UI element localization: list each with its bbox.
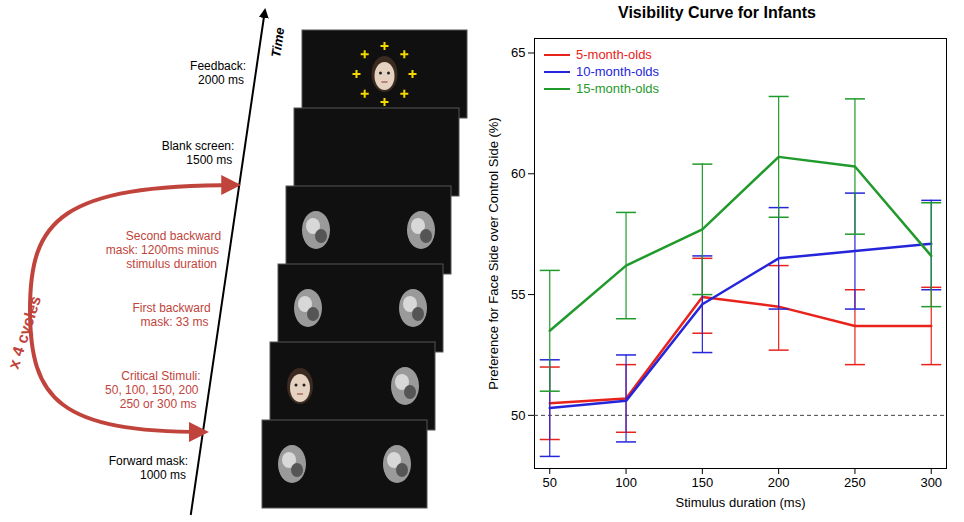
svg-text:Time: Time bbox=[268, 26, 287, 58]
html-text:15-month-olds: 15-month-olds bbox=[576, 81, 660, 96]
svg-text:2000 ms: 2000 ms bbox=[198, 73, 244, 87]
svg-text:1500 ms: 1500 ms bbox=[186, 153, 232, 167]
svg-text:50: 50 bbox=[543, 475, 557, 490]
svg-text:1000 ms: 1000 ms bbox=[140, 468, 186, 482]
html-text:Visibility Curve for Infants: Visibility Curve for Infants bbox=[618, 4, 816, 21]
svg-text:200: 200 bbox=[768, 475, 790, 490]
svg-text:Forward mask:: Forward mask: bbox=[109, 454, 188, 468]
svg-text:Second backward: Second backward bbox=[126, 229, 221, 243]
svg-text:300: 300 bbox=[920, 475, 942, 490]
svg-text:250 or 300 ms: 250 or 300 ms bbox=[120, 397, 197, 411]
svg-text:Critical Stimuli:: Critical Stimuli: bbox=[121, 369, 200, 383]
svg-text:60: 60 bbox=[511, 166, 525, 181]
svg-text:150: 150 bbox=[692, 475, 714, 490]
svg-text:50: 50 bbox=[511, 408, 525, 423]
svg-text:stimulus duration: stimulus duration bbox=[126, 257, 217, 271]
svg-text:50, 100, 150, 200: 50, 100, 150, 200 bbox=[105, 383, 199, 397]
svg-text:Preference for Face Side over: Preference for Face Side over Control Si… bbox=[486, 117, 501, 389]
svg-text:x 4 cycles: x 4 cycles bbox=[5, 294, 45, 371]
svg-text:250: 250 bbox=[844, 475, 866, 490]
svg-text:Feedback:: Feedback: bbox=[190, 59, 246, 73]
html-text:5-month-olds: 5-month-olds bbox=[576, 47, 652, 62]
html-text:10-month-olds: 10-month-olds bbox=[576, 64, 660, 79]
svg-text:mask: 1200ms minus: mask: 1200ms minus bbox=[106, 243, 219, 257]
svg-text:65: 65 bbox=[511, 45, 525, 60]
svg-text:Blank screen:: Blank screen: bbox=[162, 139, 235, 153]
svg-text:mask: 33 ms: mask: 33 ms bbox=[141, 315, 209, 329]
svg-text:First backward: First backward bbox=[133, 301, 211, 315]
svg-text:100: 100 bbox=[615, 475, 637, 490]
svg-text:55: 55 bbox=[511, 287, 525, 302]
svg-text:Stimulus duration (ms): Stimulus duration (ms) bbox=[675, 495, 805, 510]
